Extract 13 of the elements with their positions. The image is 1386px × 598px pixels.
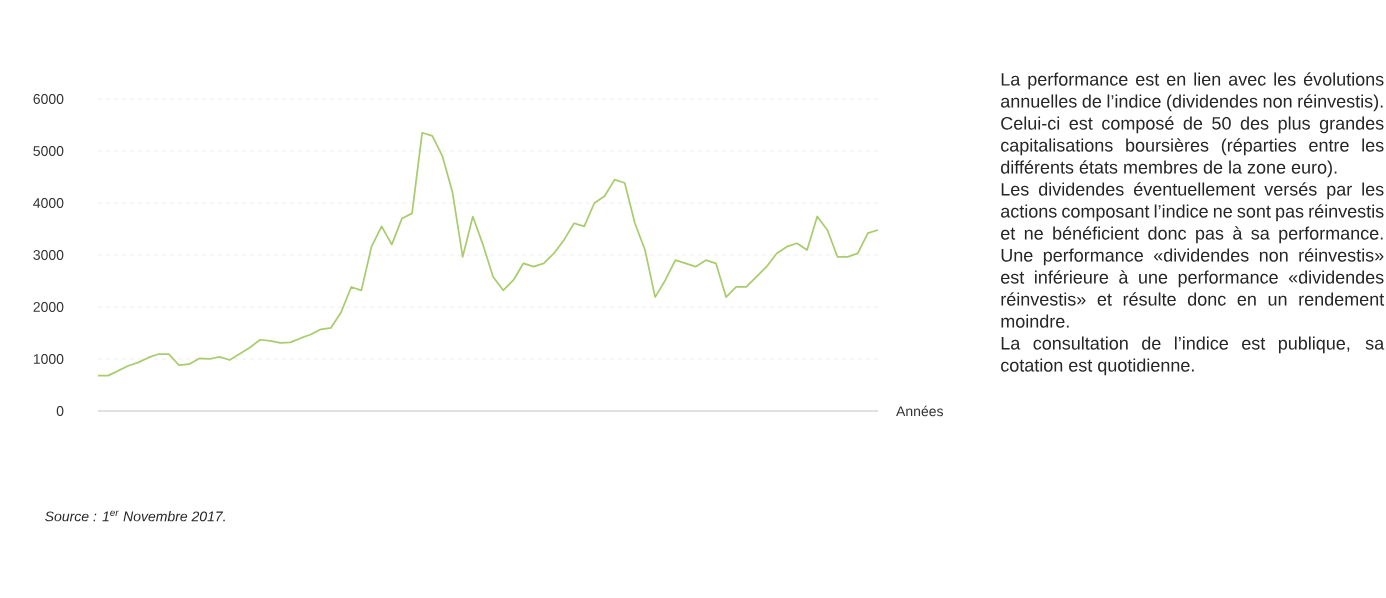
text: La performance est en lien avec les évolutions annuelles de l’indice (dividendes non réinvestis). [1001, 72, 1384, 112]
y-tick-label: 0 [56, 406, 64, 416]
text: Celui-ci est composé de 50 des plus grandes capitalisations boursières (réparties entre les différents états membres de la zone euro). [1001, 116, 1384, 178]
y-tick-label: 6000 [33, 94, 64, 104]
y-tick-label: 3000 [33, 250, 64, 260]
y-tick-label: 1000 [33, 354, 64, 364]
y-tick-label: 2000 [33, 302, 64, 312]
x-axis-title: Années [896, 405, 943, 417]
y-tick-label: 5000 [33, 146, 64, 156]
text: La consultation de l’indice est publique, sa cotation est quotidienne. [1001, 336, 1385, 376]
text: Source : 1$^{er}$ Novembre 2017. [45, 510, 225, 522]
text: Les dividendes éventuellement versés par les actions composant l’indice ne sont pas réinvestis et ne bénéficient donc pas à sa performance. Une performance «dividendes non réinvestis» est inférieure à une performance «dividendes réinvestis» et résulte donc en un rendement moindre. [1001, 182, 1385, 328]
y-tick-label: 4000 [33, 198, 64, 208]
